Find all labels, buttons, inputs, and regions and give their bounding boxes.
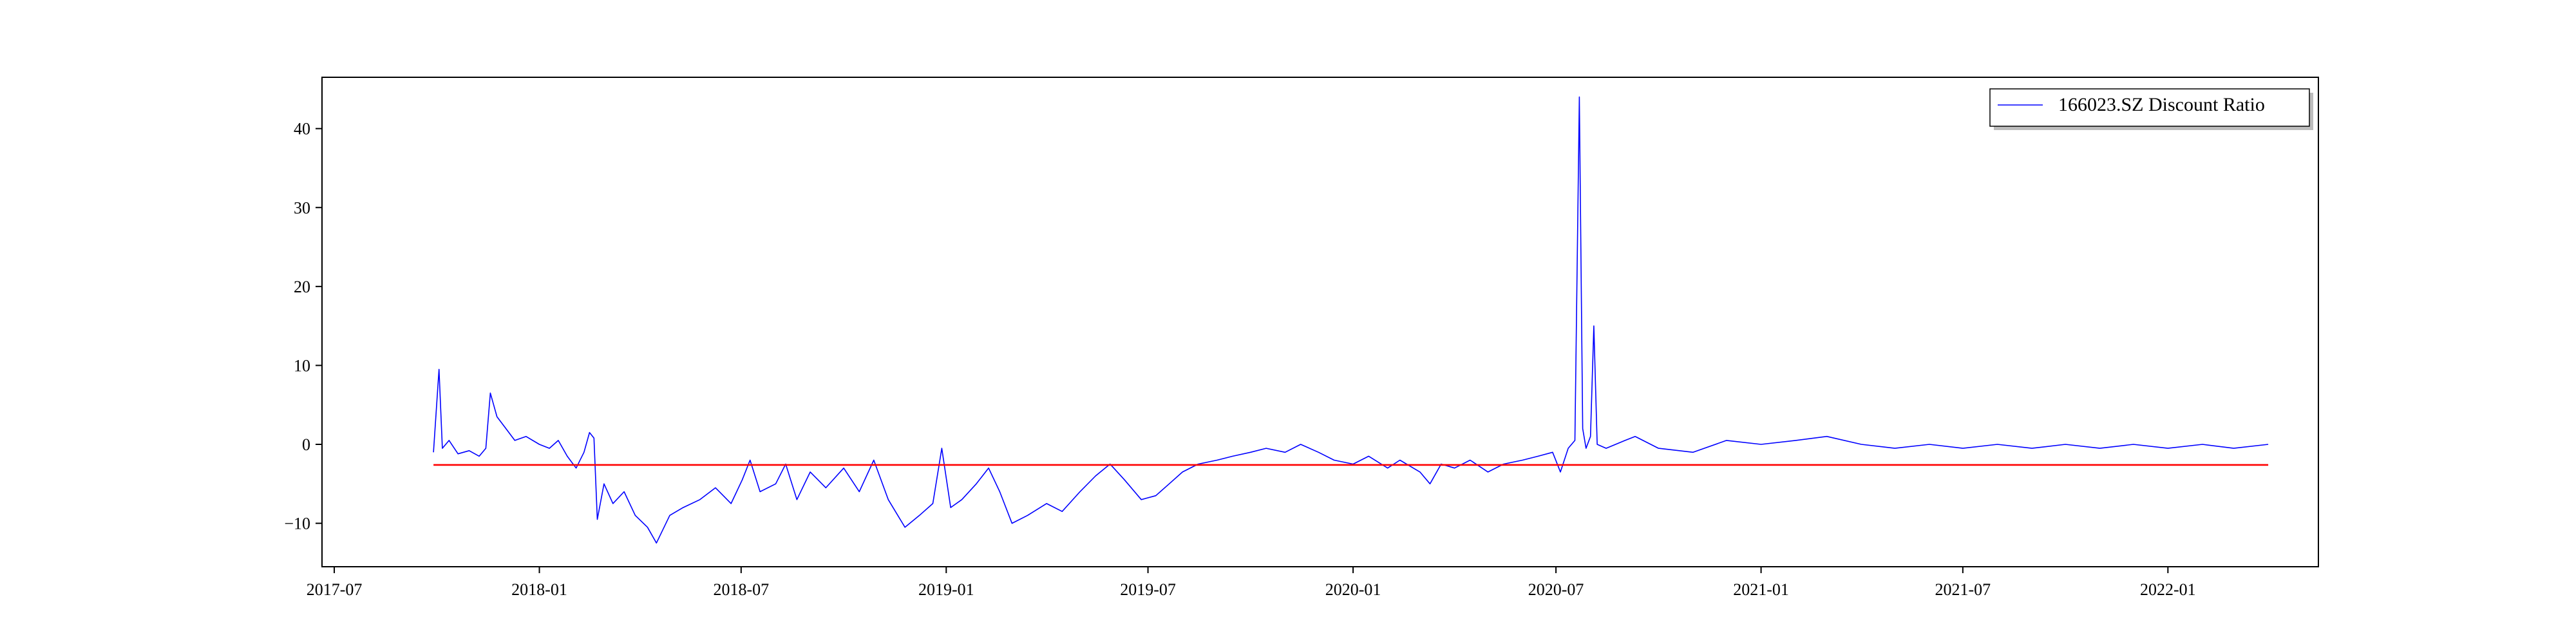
y-tick-label: 0 (302, 435, 310, 454)
y-tick-label: −10 (284, 515, 310, 533)
series-line-discount-ratio (433, 96, 2269, 544)
x-tick-label: 2020-01 (1325, 580, 1381, 599)
x-tick-label: 2017-07 (307, 580, 363, 599)
x-tick-label: 2021-01 (1733, 580, 1789, 599)
x-tick-label: 2019-07 (1120, 580, 1176, 599)
x-axis: 2017-07 2018-01 2018-07 2019-01 2019-07 2020-… (307, 567, 2196, 599)
y-axis: −10 0 10 20 30 40 (284, 120, 322, 533)
x-tick-label: 2022-01 (2140, 580, 2196, 599)
x-tick-label: 2021-07 (1935, 580, 1991, 599)
x-tick-label: 2018-07 (713, 580, 769, 599)
x-tick-label: 2018-01 (511, 580, 567, 599)
y-tick-label: 40 (294, 120, 310, 138)
x-tick-label: 2020-07 (1528, 580, 1584, 599)
y-tick-label: 30 (294, 198, 310, 217)
legend: 166023.SZ Discount Ratio (1989, 88, 2313, 130)
series-layer (433, 96, 2269, 544)
y-tick-label: 10 (294, 356, 310, 375)
y-tick-label: 20 (294, 278, 310, 296)
x-tick-label: 2019-01 (918, 580, 974, 599)
legend-box (1989, 88, 2310, 127)
plot-frame (321, 77, 2319, 567)
legend-label: 166023.SZ Discount Ratio (2058, 94, 2265, 115)
